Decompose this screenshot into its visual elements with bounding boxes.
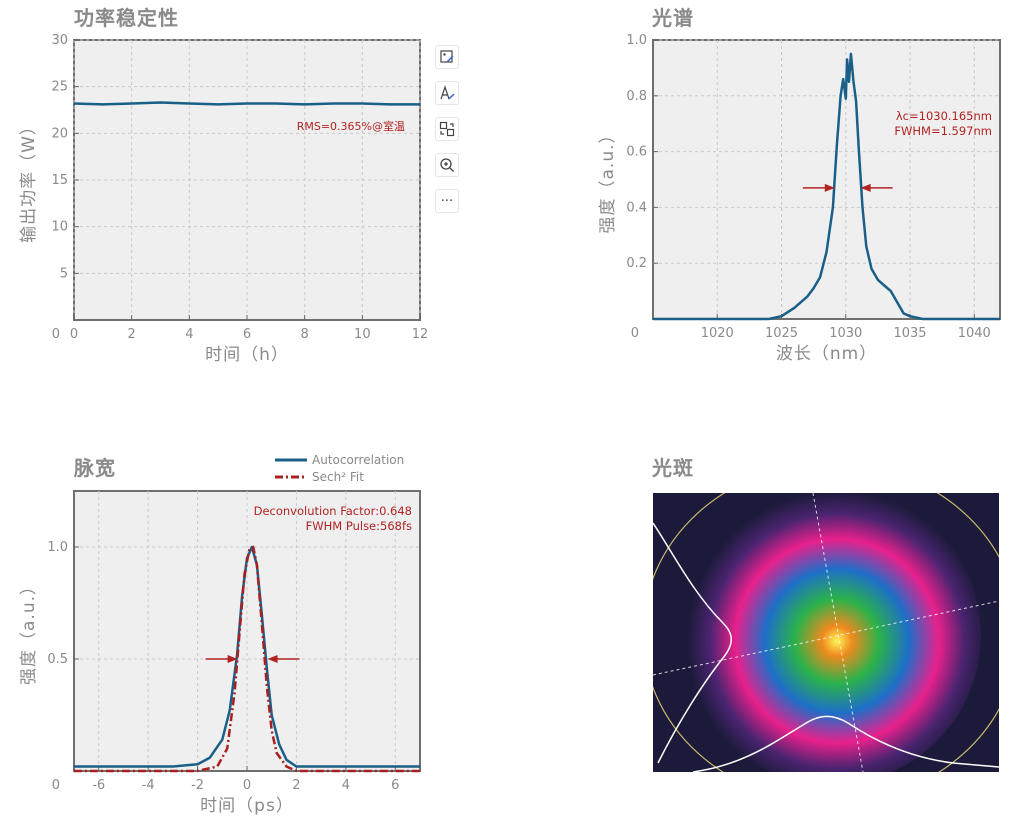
x-tick-label: 10: [354, 327, 371, 342]
x-tick-label: 1040: [958, 326, 991, 341]
x-axis-label: 时间（ps）: [200, 796, 294, 816]
fwhm-arrowhead-right: [267, 655, 278, 663]
y-tick-label: 0.2: [626, 256, 647, 271]
x-tick-label: 1035: [893, 326, 926, 341]
x-tick-label: 0: [243, 778, 251, 793]
x-tick-label: -4: [142, 778, 155, 793]
plot-area: [652, 39, 1001, 320]
x-tick-label: 8: [301, 327, 309, 342]
x-axis-label: 波长（nm）: [776, 344, 877, 364]
legend-label: Sech² Fit: [312, 470, 364, 484]
x-tick-label: 0: [70, 327, 78, 342]
y-tick-label: 20: [51, 126, 68, 141]
x-tick-label: 1020: [701, 326, 734, 341]
spectrum-chart: 1020 1025 1030 1035 1040 0.2 0.4 0.6 0.8 1.0 0 波长（n…: [598, 33, 1001, 364]
y-tick-label: 1.0: [47, 540, 68, 555]
image-edit-icon[interactable]: [435, 45, 459, 69]
fwhm-arrowhead-left: [824, 183, 835, 192]
pulse-width-chart: -6 -4 -2 0 2 4 6 0.5 1.0 0 时间（ps） 强度（a.u.） Deconvolu…: [19, 453, 421, 816]
rms-annotation: RMS=0.365%@室温: [297, 119, 405, 133]
pulse-chart-title: 脉宽: [74, 456, 116, 480]
x-tick-label: 2: [128, 327, 136, 342]
x-tick-label: 6: [243, 327, 251, 342]
x-tick-label: 1030: [829, 326, 862, 341]
text-edit-icon[interactable]: [435, 81, 459, 105]
y-tick-label: 5: [60, 266, 68, 281]
y-tick-label: 30: [51, 33, 68, 48]
y-tick-label: 15: [51, 173, 68, 188]
y-axis-label: 强度（a.u.）: [19, 577, 39, 685]
x-tick-label: -2: [191, 778, 204, 793]
chart-toolbar: ···: [435, 45, 461, 225]
more-icon[interactable]: ···: [435, 189, 459, 213]
series-line-sech--fit: [74, 545, 420, 773]
origin-label: 0: [52, 327, 60, 342]
fwhm-arrowhead-left: [227, 655, 238, 663]
x-tick-label: 2: [292, 778, 300, 793]
beam-profile-title: 光斑: [652, 456, 694, 480]
x-tick-label: -6: [92, 778, 105, 793]
x-tick-label: 4: [342, 778, 350, 793]
annotation-line: λc=1030.165nm: [896, 109, 992, 123]
origin-label: 0: [52, 778, 60, 793]
beam-profile-image: [653, 493, 999, 772]
legend-label: Autocorrelation: [312, 453, 404, 467]
zoom-in-icon[interactable]: [435, 153, 459, 177]
y-axis-label: 强度（a.u.）: [598, 126, 618, 234]
spectrum-chart-title: 光谱: [652, 6, 694, 30]
x-tick-label: 6: [391, 778, 399, 793]
y-tick-label: 25: [51, 80, 68, 95]
y-tick-label: 1.0: [626, 33, 647, 48]
fwhm-arrowhead-right: [860, 183, 871, 192]
power-chart-title: 功率稳定性: [74, 6, 179, 30]
annotation-line: Deconvolution Factor:0.648: [254, 504, 412, 518]
power-stability-chart: 0 2 4 6 8 10 12 5 10 15 20 25 30 0 时间（h） 输出功率（W） RMS=0.3…: [19, 33, 429, 365]
x-axis-label: 时间（h）: [205, 345, 289, 365]
annotation-line: FWHM=1.597nm: [894, 124, 992, 138]
swap-icon[interactable]: [435, 117, 459, 141]
x-tick-label: 12: [412, 327, 429, 342]
x-tick-label: 4: [185, 327, 193, 342]
y-tick-label: 0.5: [47, 652, 68, 667]
y-tick-label: 10: [51, 220, 68, 235]
annotation-line: FWHM Pulse:568fs: [306, 519, 412, 533]
y-axis-label: 输出功率（W）: [19, 117, 39, 243]
series-line-0: [653, 52, 1000, 321]
origin-label: 0: [631, 326, 639, 341]
y-tick-label: 0.4: [626, 200, 647, 215]
series-line-0: [73, 101, 420, 106]
y-tick-label: 0.6: [626, 145, 647, 160]
x-tick-label: 1025: [765, 326, 798, 341]
y-tick-label: 0.8: [626, 89, 647, 104]
